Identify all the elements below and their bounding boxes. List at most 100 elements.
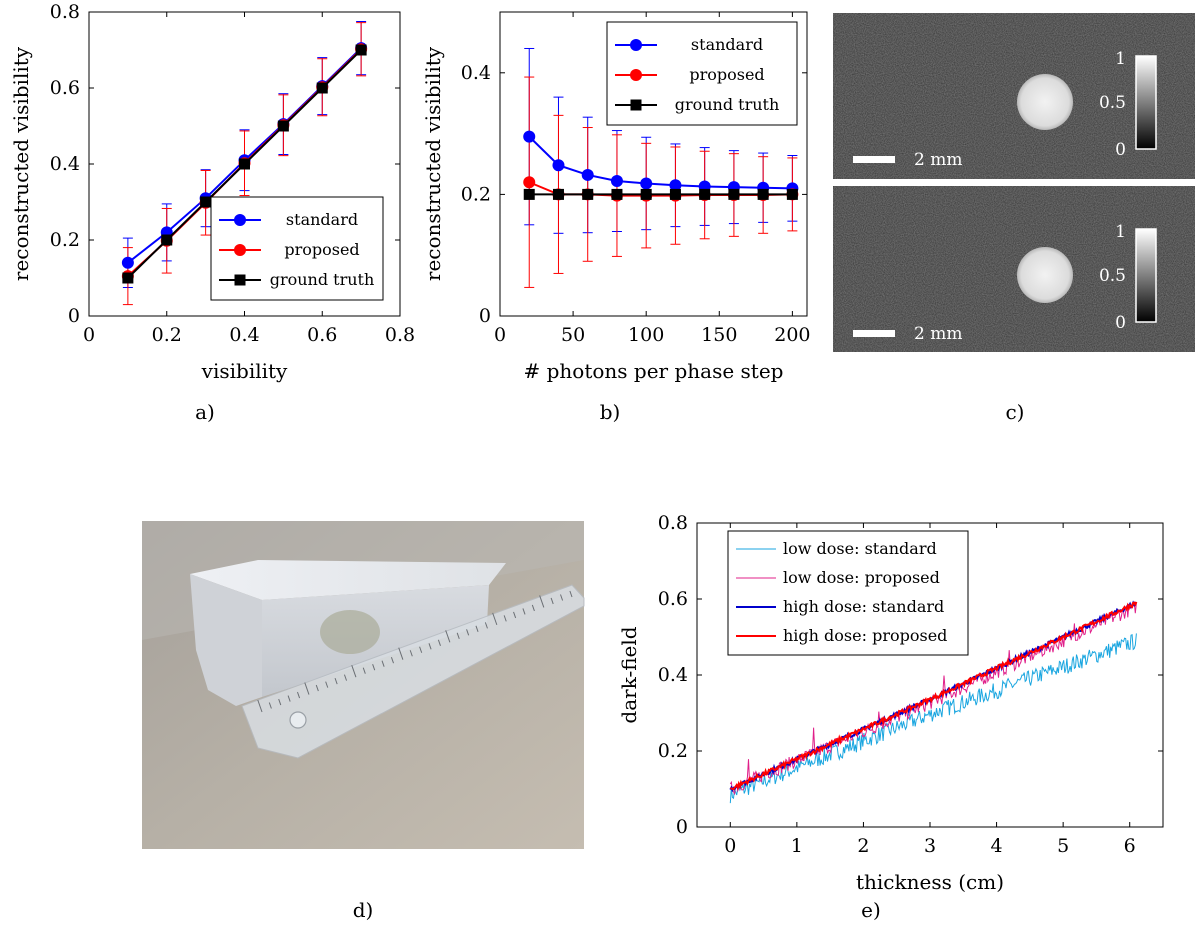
- ruler-tick: [419, 646, 423, 653]
- data-point: [786, 188, 798, 200]
- x-axis-label: thickness (cm): [856, 870, 1004, 894]
- ruler-tick: [560, 594, 564, 601]
- y-tick-label: 0.6: [50, 77, 80, 99]
- legend-label: high dose: standard: [783, 597, 944, 616]
- ruler-tick: [466, 629, 470, 636]
- legend-marker: [630, 69, 642, 81]
- foam-left-side: [190, 574, 262, 706]
- legend-box: [727, 530, 969, 656]
- x-axis-label: visibility: [201, 359, 288, 383]
- legend-label: proposed: [284, 240, 359, 259]
- colorbar-tick-0.5: 0.5: [1099, 93, 1126, 113]
- x-tick-label: 0.2: [152, 324, 182, 346]
- ruler-tick: [437, 639, 441, 646]
- ruler-tick: [456, 632, 460, 639]
- chart-b: 0 50 100 150 200 0 0.2 0.4 # photons per phase s…: [421, 11, 811, 383]
- scale-bar-label: 2 mm: [914, 150, 962, 170]
- data-point: [316, 82, 328, 94]
- ruler-ticks: [257, 590, 573, 713]
- ruler-tick: [381, 660, 385, 667]
- panel-c-images: 1 0.5 0 2 mm 1 0.5 0 2 mm: [833, 13, 1195, 352]
- plot-frame: [499, 11, 808, 317]
- y-tick-label: 0: [676, 816, 688, 838]
- foam-stain: [320, 610, 380, 654]
- x-tick-label: 1: [791, 835, 803, 857]
- ruler-tick: [398, 647, 404, 660]
- ruler-tick: [550, 597, 554, 605]
- ruler-tick: [503, 615, 507, 622]
- legend-label: proposed: [689, 65, 764, 84]
- ruler-tick: [372, 664, 376, 671]
- image-proposed: 1 0.5 0 2 mm: [833, 186, 1195, 352]
- y-axis-label: reconstructed visibility: [9, 46, 33, 281]
- data-point: [640, 188, 652, 200]
- colorbar-tick-0: 0: [1115, 140, 1126, 160]
- legend-label: standard: [286, 210, 358, 229]
- legend-marker: [234, 244, 246, 256]
- scale-bar: [853, 330, 895, 337]
- ruler-tick: [343, 674, 348, 681]
- x-tick-label: 0: [494, 324, 506, 346]
- ruler-tick: [278, 698, 282, 706]
- legend-marker: [630, 39, 642, 51]
- legend-label: low dose: standard: [783, 539, 937, 558]
- ruler-tick: [304, 682, 310, 695]
- y-tick-label: 0.6: [658, 588, 688, 610]
- x-tick-label: 0.6: [307, 324, 337, 346]
- ruler-tick: [409, 650, 413, 657]
- x-tick-label: 3: [924, 835, 936, 857]
- data-point: [669, 179, 682, 192]
- data-point: [552, 188, 564, 200]
- y-tick-label: 0.8: [50, 1, 80, 23]
- ruler-tick: [390, 657, 394, 664]
- image-standard-colorbar: [1135, 55, 1157, 150]
- legend-label: ground truth: [675, 95, 780, 114]
- data-point: [728, 188, 740, 200]
- scale-bar-label: 2 mm: [914, 324, 962, 344]
- y-tick-label: 0.4: [50, 153, 80, 175]
- data-point: [552, 159, 565, 172]
- ruler-tick: [297, 691, 301, 699]
- image-standard: 1 0.5 0 2 mm: [833, 13, 1195, 179]
- y-tick-label: 0.2: [461, 183, 491, 205]
- ruler-tick: [315, 684, 319, 692]
- ruler-tick: [539, 595, 545, 608]
- caption-a: a): [195, 400, 215, 424]
- data-point: [523, 188, 535, 200]
- x-tick-label: 0.4: [229, 324, 259, 346]
- series-line: [528, 135, 793, 190]
- series-line: [730, 601, 1138, 791]
- data-point: [640, 177, 653, 190]
- x-tick-label: 0.8: [385, 324, 415, 346]
- data-point: [161, 234, 173, 246]
- data-point: [239, 158, 250, 170]
- data-point: [582, 188, 594, 200]
- ruler-tick: [351, 664, 357, 678]
- x-tick-label: 0: [724, 835, 736, 857]
- legend-marker: [630, 99, 642, 111]
- colorbar-tick-1: 1: [1115, 49, 1126, 69]
- x-tick-label: 200: [774, 324, 810, 346]
- x-tick-label: 50: [561, 324, 585, 346]
- caption-d: d): [353, 898, 374, 922]
- y-tick-label: 0: [479, 305, 491, 327]
- x-tick-label: 5: [1057, 835, 1069, 857]
- legend-marker: [234, 274, 246, 286]
- data-point: [669, 188, 681, 200]
- data-point: [523, 176, 536, 189]
- ruler-tick: [325, 681, 329, 688]
- x-tick-label: 2: [857, 835, 869, 857]
- ruler-tick: [287, 695, 291, 702]
- y-axis-label: reconstructed visibility: [421, 46, 445, 281]
- ruler-tick: [445, 630, 451, 643]
- ruler-tick: [334, 677, 338, 685]
- image-proposed-colorbar: [1135, 228, 1157, 323]
- ruler-tick: [475, 625, 479, 633]
- chart-a: 0 0.2 0.4 0.6 0.8 0 0.2 0.4 0.6 0.8 visibility reco…: [9, 1, 415, 383]
- x-tick-label: 6: [1124, 835, 1136, 857]
- data-point: [355, 44, 367, 56]
- colorbar-tick-0: 0: [1115, 313, 1126, 333]
- x-tick-label: 4: [991, 835, 1003, 857]
- y-tick-label: 0.4: [658, 664, 688, 686]
